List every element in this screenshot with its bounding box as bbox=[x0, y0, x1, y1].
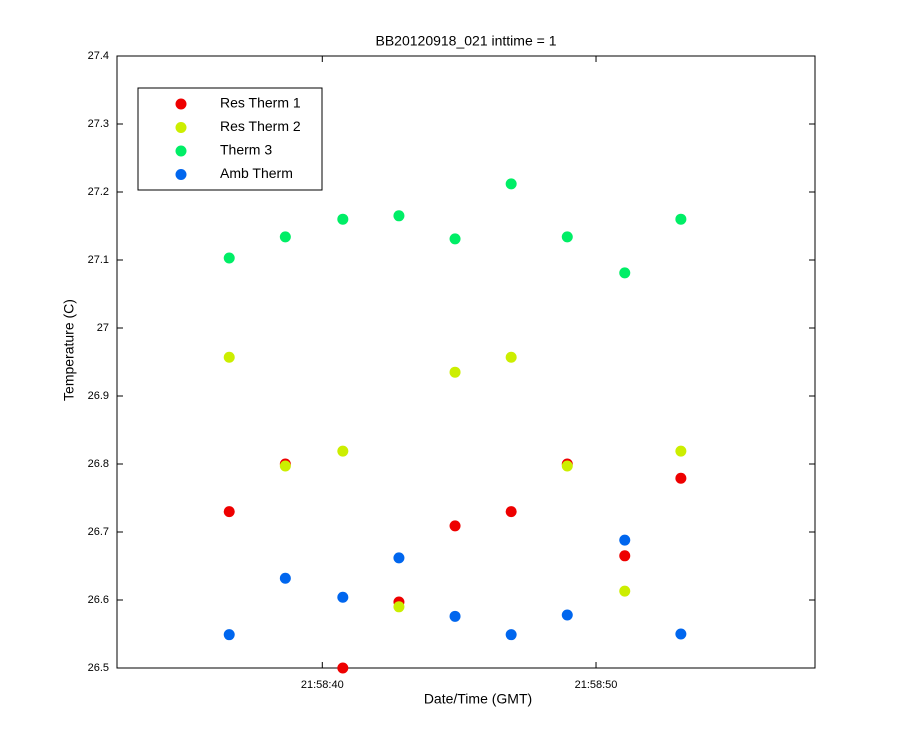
chart-title: BB20120918_021 inttime = 1 bbox=[376, 33, 557, 49]
point bbox=[675, 213, 687, 225]
point bbox=[449, 520, 461, 532]
point bbox=[619, 267, 631, 279]
point bbox=[561, 231, 573, 243]
point bbox=[561, 609, 573, 621]
point bbox=[393, 210, 405, 222]
y-tick-label: 27 bbox=[97, 322, 109, 334]
point bbox=[561, 460, 573, 472]
point bbox=[505, 629, 517, 641]
legend-box bbox=[137, 87, 323, 191]
y-tick-label: 27.2 bbox=[88, 186, 109, 198]
point bbox=[675, 628, 687, 640]
y-tick-label: 26.6 bbox=[88, 594, 109, 606]
y-tick-label: 26.8 bbox=[88, 458, 109, 470]
point bbox=[619, 534, 631, 546]
legend-marker bbox=[175, 98, 187, 110]
y-tick-label: 26.5 bbox=[88, 662, 109, 674]
point bbox=[279, 572, 291, 584]
x-tick-label: 21:58:40 bbox=[301, 679, 344, 691]
point bbox=[279, 460, 291, 472]
point bbox=[675, 472, 687, 484]
point bbox=[223, 629, 235, 641]
point bbox=[619, 585, 631, 597]
y-tick-label: 26.7 bbox=[88, 526, 109, 538]
legend-label: Therm 3 bbox=[220, 142, 272, 158]
point bbox=[505, 351, 517, 363]
point bbox=[337, 591, 349, 603]
point bbox=[393, 552, 405, 564]
point bbox=[337, 445, 349, 457]
y-tick-label: 26.9 bbox=[88, 390, 109, 402]
point bbox=[337, 662, 349, 674]
legend-label: Res Therm 2 bbox=[220, 118, 301, 134]
legend-marker bbox=[175, 169, 187, 180]
y-tick-label: 27.3 bbox=[88, 118, 109, 130]
legend-label: Res Therm 1 bbox=[220, 95, 301, 111]
point bbox=[393, 601, 405, 613]
point bbox=[619, 550, 631, 562]
point bbox=[675, 445, 687, 457]
point bbox=[449, 233, 461, 245]
y-tick-label: 27.4 bbox=[88, 50, 109, 62]
point bbox=[505, 506, 517, 518]
point bbox=[449, 610, 461, 622]
point bbox=[505, 178, 517, 190]
point bbox=[279, 231, 291, 243]
point bbox=[223, 252, 235, 264]
x-axis-label: Date/Time (GMT) bbox=[424, 691, 532, 707]
y-axis-label: Temperature (C) bbox=[61, 299, 77, 401]
point bbox=[449, 366, 461, 378]
x-tick-label: 21:58:50 bbox=[575, 679, 618, 691]
point bbox=[223, 351, 235, 363]
point bbox=[223, 506, 235, 518]
legend-label: Amb Therm bbox=[220, 165, 293, 181]
point bbox=[337, 213, 349, 225]
legend-marker bbox=[175, 145, 187, 157]
legend-marker bbox=[175, 122, 187, 133]
y-tick-label: 27.1 bbox=[88, 254, 109, 266]
